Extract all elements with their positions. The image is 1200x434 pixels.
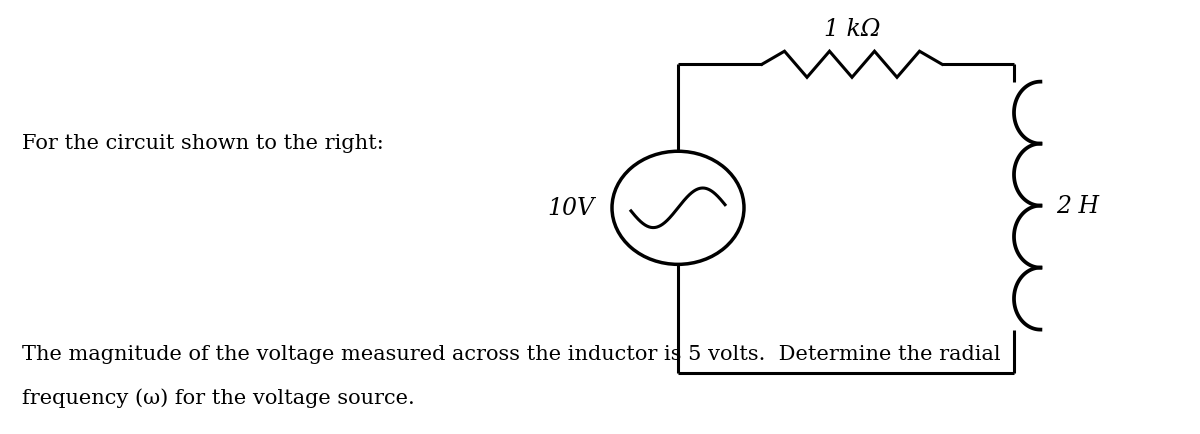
Text: For the circuit shown to the right:: For the circuit shown to the right: (22, 134, 383, 153)
Text: frequency (ω) for the voltage source.: frequency (ω) for the voltage source. (22, 387, 414, 407)
Text: 1 kΩ: 1 kΩ (823, 18, 881, 41)
Text: 2 H: 2 H (1056, 195, 1099, 217)
Text: 10V: 10V (547, 197, 594, 220)
Text: The magnitude of the voltage measured across the inductor is 5 volts.  Determine: The magnitude of the voltage measured ac… (22, 344, 1001, 363)
